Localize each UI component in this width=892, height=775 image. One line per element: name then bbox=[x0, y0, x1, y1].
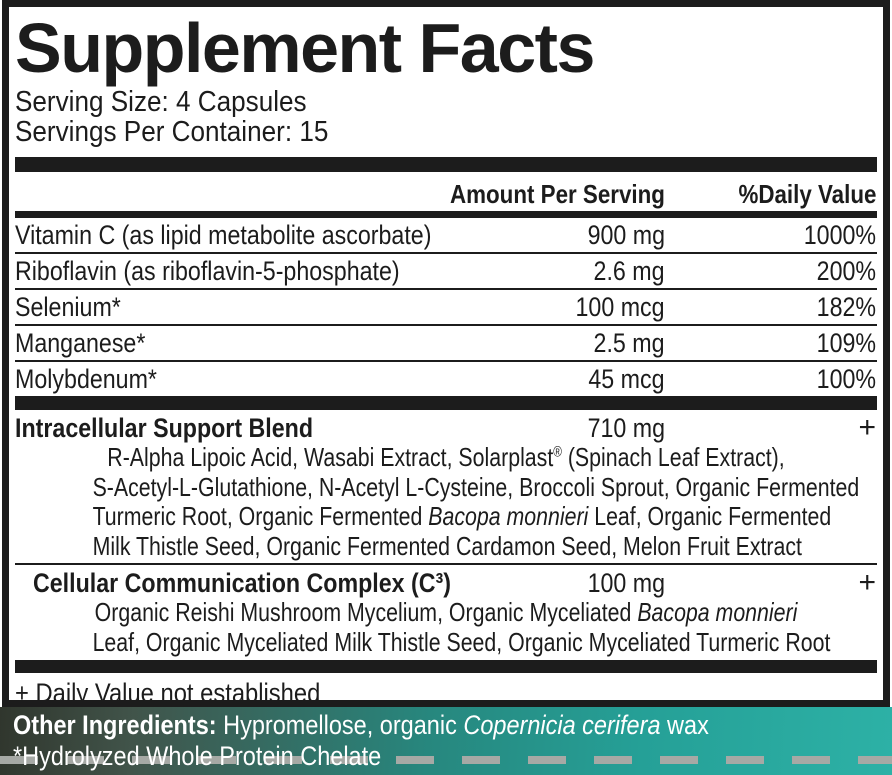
blend-dv-plus: + bbox=[858, 566, 876, 599]
nutrient-name: Molybdenum* bbox=[15, 364, 157, 394]
dashed-divider bbox=[0, 756, 892, 764]
thick-divider-blends bbox=[15, 396, 877, 410]
blend-ingredients: R-Alpha Lipoic Acid, Wasabi Extract, Sol… bbox=[15, 442, 877, 561]
nutrient-name: Selenium* bbox=[15, 292, 121, 322]
blend-name: Intracellular Support Blend bbox=[15, 413, 314, 443]
table-row: Manganese* 2.5 mg 109% bbox=[15, 326, 877, 362]
nutrient-amount: 2.5 mg bbox=[594, 328, 665, 358]
thin-divider bbox=[15, 563, 877, 565]
nutrient-name: Vitamin C (as lipid metabolite ascorbate… bbox=[15, 220, 432, 250]
servings-per-container-text: Servings Per Container: 15 bbox=[15, 116, 329, 148]
nutrient-name: Riboflavin (as riboflavin-5-phosphate) bbox=[15, 256, 400, 286]
nutrient-amount: 900 mg bbox=[587, 220, 665, 250]
blend-amount: 710 mg bbox=[587, 413, 665, 443]
amount-column-header: Amount Per Serving bbox=[450, 179, 665, 209]
nutrient-amount: 100 mcg bbox=[575, 292, 665, 322]
table-header-row: Amount Per Serving %Daily Value bbox=[15, 172, 877, 208]
table-row: Molybdenum* 45 mcg 100% bbox=[15, 362, 877, 396]
nutrient-dv: 200% bbox=[816, 256, 876, 286]
thick-divider-top bbox=[15, 157, 877, 172]
nutrient-dv: 100% bbox=[816, 364, 876, 394]
table-row: Riboflavin (as riboflavin-5-phosphate) 2… bbox=[15, 254, 877, 290]
nutrient-dv: 1000% bbox=[803, 220, 876, 250]
blend-ingredients-line: S-Acetyl-L-Glutathione, N-Acetyl L-Cyste… bbox=[92, 471, 860, 502]
blend-ingredients-line: Turmeric Root, Organic Fermented Bacopa … bbox=[92, 501, 832, 531]
blend-header-row: Cellular Communication Complex (C³) 100 … bbox=[15, 565, 877, 599]
other-ingredients-line-2: *Hydrolyzed Whole Protein Chelate bbox=[13, 741, 382, 771]
daily-value-footnote: + Daily Value not established bbox=[15, 678, 321, 707]
table-row: Vitamin C (as lipid metabolite ascorbate… bbox=[15, 218, 877, 254]
blend-ingredients-line: Organic Reishi Mushroom Mycelium, Organi… bbox=[94, 597, 798, 627]
nutrient-dv: 109% bbox=[816, 328, 876, 358]
blend-ingredients-line: Milk Thistle Seed, Organic Fermented Car… bbox=[92, 530, 802, 561]
label-title: Supplement Facts bbox=[15, 9, 595, 87]
blend-dv-plus: + bbox=[858, 411, 876, 444]
thick-divider-bottom bbox=[15, 660, 877, 673]
other-ingredients-line-1: Other Ingredients: Hypromellose, organic… bbox=[13, 710, 709, 740]
supplement-label: Supplement Facts Serving Size: 4 Capsule… bbox=[2, 0, 890, 707]
daily-value-column-header: %Daily Value bbox=[738, 179, 876, 209]
blend-amount: 100 mg bbox=[587, 568, 665, 598]
blend-header-row: Intracellular Support Blend 710 mg + bbox=[15, 410, 877, 444]
table-row: Selenium* 100 mcg 182% bbox=[15, 290, 877, 326]
blend-name: Cellular Communication Complex (C³) bbox=[33, 568, 452, 598]
serving-size-text: Serving Size: 4 Capsules bbox=[15, 86, 307, 118]
blend-ingredients-line: R-Alpha Lipoic Acid, Wasabi Extract, Sol… bbox=[107, 442, 785, 472]
nutrient-amount: 2.6 mg bbox=[594, 256, 665, 286]
blend-ingredients-line: Leaf, Organic Myceliated Milk Thistle Se… bbox=[92, 626, 831, 657]
medium-divider bbox=[15, 211, 877, 218]
nutrient-dv: 182% bbox=[816, 292, 876, 322]
nutrient-amount: 45 mcg bbox=[588, 364, 665, 394]
blend-ingredients: Organic Reishi Mushroom Mycelium, Organi… bbox=[15, 597, 877, 657]
nutrient-name: Manganese* bbox=[15, 328, 146, 358]
other-ingredients-band: Other Ingredients: Hypromellose, organic… bbox=[0, 707, 892, 775]
